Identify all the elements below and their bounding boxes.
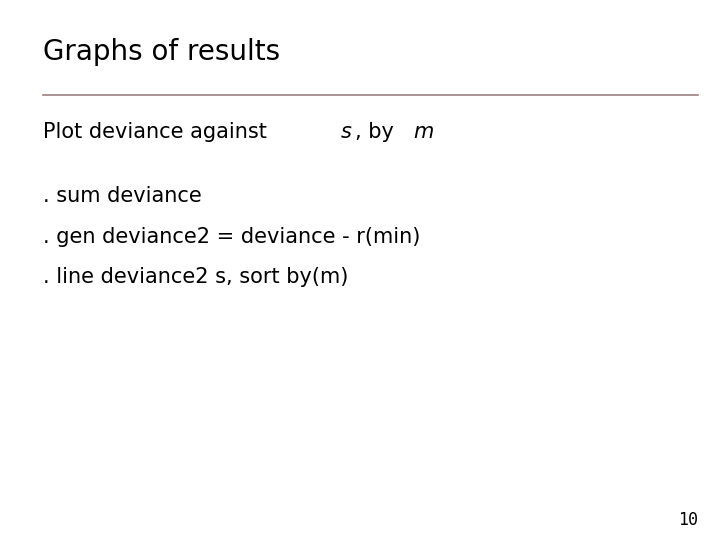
Text: . sum deviance: . sum deviance	[43, 186, 202, 206]
Text: . gen deviance2 = deviance - r(min): . gen deviance2 = deviance - r(min)	[43, 227, 420, 247]
Text: , by: , by	[355, 122, 400, 141]
Text: Plot deviance against: Plot deviance against	[43, 122, 274, 141]
Text: s: s	[341, 122, 351, 141]
Text: . line deviance2 s, sort by(m): . line deviance2 s, sort by(m)	[43, 267, 348, 287]
Text: m: m	[413, 122, 433, 141]
Text: 10: 10	[678, 511, 698, 529]
Text: Graphs of results: Graphs of results	[43, 38, 280, 66]
